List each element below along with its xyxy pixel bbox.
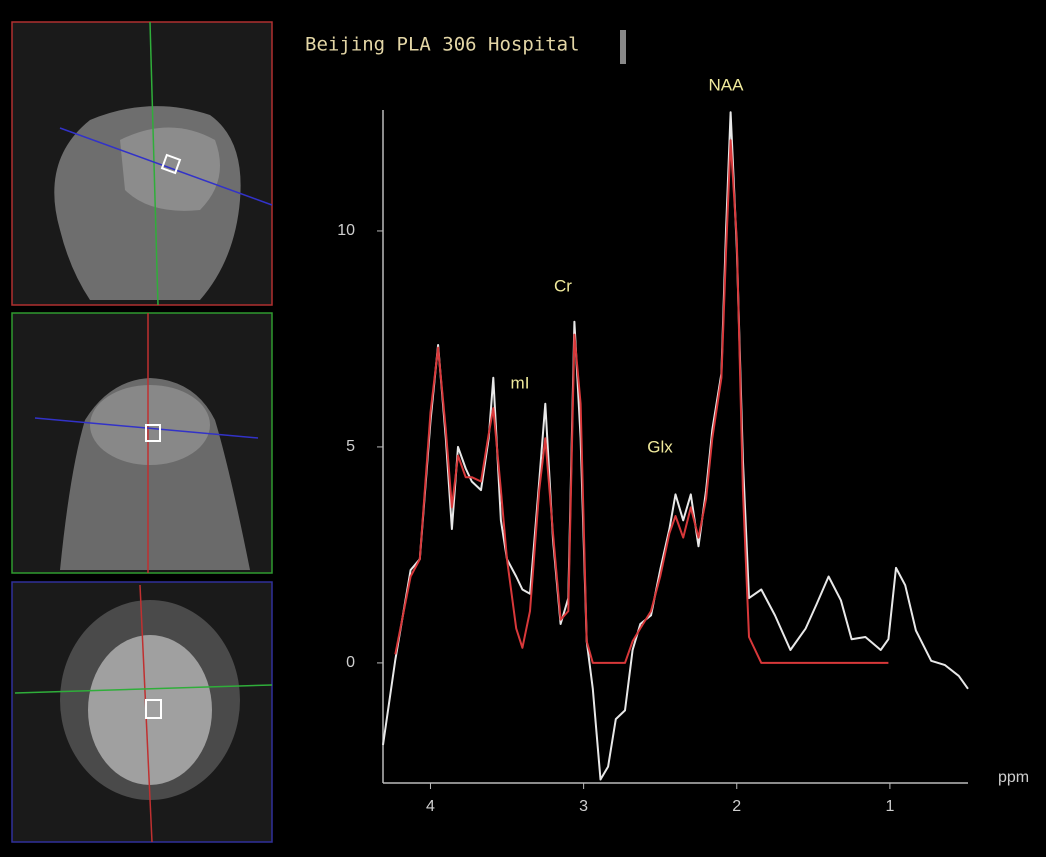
x-tick-label: 3: [579, 798, 588, 815]
annotation: Cr: [554, 276, 572, 295]
x-tick-label: 2: [732, 798, 741, 815]
brain-shape: [88, 635, 212, 785]
y-tick-label: 10: [337, 222, 355, 239]
coronal-view: [12, 313, 272, 573]
chart-title: Beijing PLA 306 Hospital: [305, 34, 580, 56]
x-axis-label: ppm: [998, 769, 1029, 786]
axial-view: [12, 582, 272, 842]
y-tick-label: 0: [346, 654, 355, 671]
sagittal-view: [12, 22, 272, 305]
y-tick-label: 5: [346, 438, 355, 455]
annotation: NAA: [709, 75, 745, 94]
annotation: mI: [511, 373, 530, 392]
screen: Beijing PLA 306 Hospital ppm NAA Cr mI G…: [0, 0, 1046, 857]
page: {"chart_data": {"type": "line", "title":…: [0, 0, 1046, 857]
x-tick-label: 1: [885, 798, 894, 815]
x-tick-label: 4: [426, 798, 435, 815]
annotation: Glx: [647, 437, 673, 456]
title-marker: [620, 30, 626, 64]
